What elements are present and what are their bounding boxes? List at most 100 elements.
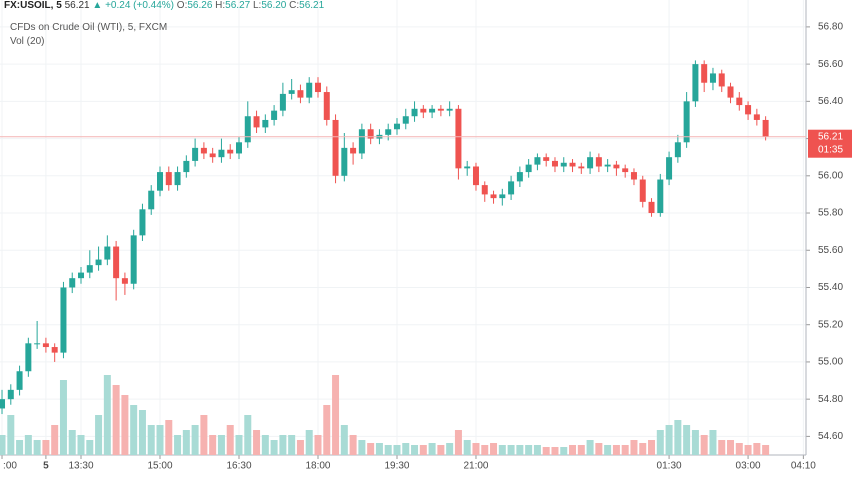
candle-body	[350, 147, 357, 154]
candle-body	[455, 108, 462, 169]
candle-body	[0, 399, 6, 409]
candle-body	[297, 90, 304, 98]
volume-bar	[700, 435, 708, 455]
change: +0.24 (+0.44%)	[105, 0, 175, 11]
volume-bar	[411, 445, 419, 455]
candle-body	[51, 347, 58, 353]
volume-bar	[51, 425, 59, 455]
volume-bar	[86, 440, 94, 455]
x-tick-label: 15:00	[147, 461, 172, 472]
candle-body	[560, 162, 567, 167]
candle-body	[429, 108, 436, 113]
candle-body	[130, 235, 137, 284]
volume-bar	[498, 445, 506, 455]
y-tick-label: 54.80	[818, 394, 843, 405]
candle-body	[543, 157, 550, 161]
ohlc-value: 56.21	[299, 0, 325, 11]
volume-bar	[648, 440, 656, 455]
candle-body	[753, 114, 760, 120]
candle-body	[437, 108, 444, 111]
candle-body	[727, 86, 734, 98]
legend-title: CFDs on Crude Oil (WTI), 5, FXCM	[10, 22, 168, 33]
candle-body	[692, 64, 699, 102]
x-tick-label: 5	[43, 461, 49, 472]
price-label: 56.21	[818, 131, 843, 142]
volume-bar	[112, 385, 120, 455]
candle-body	[701, 64, 708, 83]
candle-body	[104, 246, 111, 260]
x-tick-label: 16:30	[226, 461, 251, 472]
candle-body	[358, 129, 365, 154]
x-tick-label: 21:00	[463, 461, 488, 472]
candle-body	[86, 265, 93, 273]
volume-bar	[314, 435, 322, 455]
candle-body	[569, 162, 576, 167]
volume-bar	[191, 425, 199, 455]
candle-body	[288, 90, 295, 94]
volume-bar	[349, 435, 357, 455]
candle-body	[192, 147, 199, 161]
volume-bar	[569, 445, 577, 455]
volume-bar	[463, 440, 471, 455]
x-tick-label: 13:30	[68, 461, 93, 472]
volume-bar	[217, 435, 225, 455]
volume-bar	[604, 445, 612, 455]
price-badge	[808, 129, 852, 158]
volume-bar	[235, 435, 243, 455]
y-tick-label: 55.60	[818, 245, 843, 256]
candle-body	[551, 160, 558, 167]
ohlc-key: O:	[176, 0, 188, 11]
volume-bar	[481, 445, 489, 455]
volume-bar	[147, 425, 155, 455]
candle-body	[648, 201, 655, 214]
candle-body	[42, 343, 49, 348]
volume-bar	[630, 440, 638, 455]
volume-bar	[419, 445, 427, 455]
y-tick-label: 55.40	[818, 282, 843, 293]
volume-bar	[551, 447, 559, 455]
candle-body	[472, 166, 479, 186]
candle-body	[683, 101, 690, 143]
volume-bar	[24, 435, 32, 455]
candle-body	[595, 157, 602, 167]
volume-bar	[182, 430, 190, 455]
candle-body	[499, 194, 506, 199]
volume-bar	[577, 445, 585, 455]
volume-bar	[253, 430, 261, 455]
candle-body	[174, 172, 181, 186]
candle-body	[604, 164, 611, 167]
candle-body	[762, 119, 769, 137]
volume-bar	[130, 405, 138, 455]
volume-bar	[340, 425, 348, 455]
candle-body	[253, 116, 260, 128]
volume-bar	[103, 375, 111, 455]
candle-body	[745, 105, 752, 115]
candle-body	[209, 153, 216, 158]
volume-bar	[560, 447, 568, 455]
volume-bar	[174, 435, 182, 455]
candle-body	[95, 259, 102, 266]
candle-body	[183, 160, 190, 173]
x-tick-label: 19:30	[384, 461, 409, 472]
y-tick-label: 56.40	[818, 96, 843, 107]
x-tick-label: 18:00	[305, 461, 330, 472]
volume-bar	[718, 440, 726, 455]
candle-body	[165, 172, 172, 186]
y-tick-label: 54.60	[818, 431, 843, 442]
volume-bar	[68, 430, 76, 455]
candle-body	[332, 119, 339, 176]
volume-bar	[446, 443, 454, 455]
volume-bar	[595, 443, 603, 455]
candle-body	[490, 194, 497, 199]
volume-bar	[270, 440, 278, 455]
volume-bar	[656, 430, 664, 455]
candle-body	[271, 110, 278, 120]
candle-body	[218, 149, 225, 158]
candle-body	[446, 108, 453, 111]
volume-bar	[95, 415, 103, 455]
volume-bar	[727, 440, 735, 455]
candle-body	[139, 209, 146, 236]
candle-body	[121, 278, 128, 284]
candle-body	[341, 147, 348, 176]
candle-body	[314, 82, 321, 93]
